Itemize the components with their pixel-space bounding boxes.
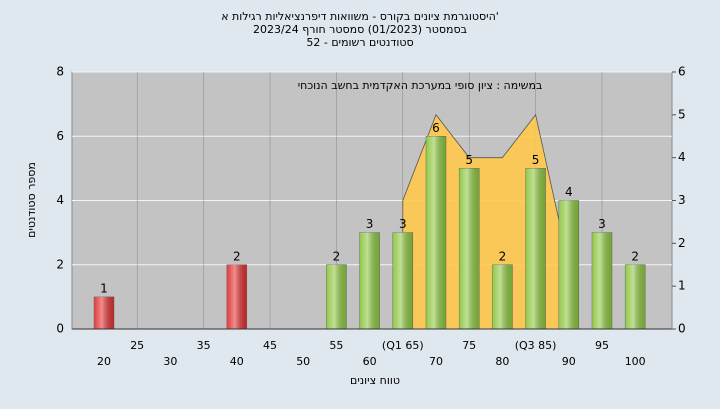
data-label: 5 xyxy=(465,153,473,167)
x-tick-label: 40 xyxy=(230,355,244,368)
annotation: במשימה : ציון סופי במערכת האקדמית בחשב ה… xyxy=(298,79,543,92)
x-tick-label: 35 xyxy=(197,339,211,352)
bar-shine xyxy=(492,264,513,329)
y2-tick-label: 1 xyxy=(678,279,686,293)
bar-shine xyxy=(94,296,114,329)
data-label: 6 xyxy=(432,121,440,135)
data-label: 2 xyxy=(499,249,507,263)
bar-shine xyxy=(359,232,380,329)
x-tick-label: 75 xyxy=(462,339,476,352)
bar-shine xyxy=(226,264,247,329)
data-label: 5 xyxy=(532,153,540,167)
bar-shine xyxy=(459,168,480,329)
data-label: 3 xyxy=(366,217,374,231)
data-label: 2 xyxy=(233,249,241,263)
bar-shine xyxy=(592,232,612,329)
x-tick-label: (Q3 85) xyxy=(515,339,557,352)
bar-shine xyxy=(426,136,446,329)
y-tick-label: 6 xyxy=(56,129,64,143)
x-tick-label: 90 xyxy=(562,355,576,368)
x-tick-label: 60 xyxy=(363,355,377,368)
y-tick-label: 4 xyxy=(56,193,64,207)
data-label: 3 xyxy=(399,217,407,231)
data-label: 4 xyxy=(565,185,573,199)
y2-tick-label: 3 xyxy=(678,193,686,207)
y2-tick-label: 0 xyxy=(678,322,686,336)
x-tick-label: 95 xyxy=(595,339,609,352)
data-label: 2 xyxy=(631,249,639,263)
y2-tick-label: 5 xyxy=(678,107,686,121)
x-tick-label: 70 xyxy=(429,355,443,368)
chart-subtitle: בסמסטר (01/2023) סמסטר חורף 2023/24 xyxy=(253,23,467,36)
x-tick-label: 45 xyxy=(263,339,277,352)
x-tick-label: 20 xyxy=(97,355,111,368)
x-tick-label: 30 xyxy=(163,355,177,368)
x-tick-label: 25 xyxy=(130,339,144,352)
bar-shine xyxy=(625,264,646,329)
y-tick-label: 2 xyxy=(56,257,64,271)
bar-shine xyxy=(525,168,546,329)
y-tick-label: 0 xyxy=(56,322,64,336)
x-axis-label: טווח ציונים xyxy=(350,374,400,387)
chart-title: היסטוגרמת ציונים בקורס - משוואות דיפרנצי… xyxy=(221,10,499,23)
x-tick-label: 50 xyxy=(296,355,310,368)
bar-shine xyxy=(326,264,347,329)
y2-tick-label: 2 xyxy=(678,236,686,250)
y-tick-label: 8 xyxy=(56,65,64,79)
chart-subtitle: סטודנטים רשומים - 52 xyxy=(306,36,413,49)
x-tick-label: 55 xyxy=(329,339,343,352)
y2-tick-label: 4 xyxy=(678,150,686,164)
bar-shine xyxy=(392,232,413,329)
x-tick-label: (Q1 65) xyxy=(382,339,424,352)
bar-shine xyxy=(558,200,579,329)
data-label: 2 xyxy=(333,249,341,263)
data-label: 1 xyxy=(100,281,108,295)
x-tick-label: 100 xyxy=(625,355,646,368)
x-tick-label: 80 xyxy=(495,355,509,368)
data-label: 3 xyxy=(598,217,606,231)
y-axis-label: מספר סטודנטים xyxy=(25,162,38,238)
y2-tick-label: 6 xyxy=(678,65,686,79)
